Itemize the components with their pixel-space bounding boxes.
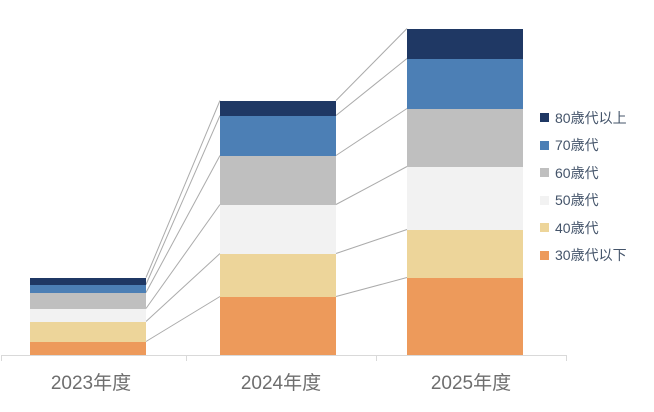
bar-segment-70歳代	[220, 115, 336, 156]
bar-segment-50歳代	[407, 166, 523, 230]
x-axis-tick	[186, 355, 187, 361]
legend-item: 70歳代	[540, 132, 627, 160]
bar-segment-30歳代以下	[30, 341, 146, 355]
legend-label: 30歳代以下	[555, 247, 627, 264]
series-connector-line	[335, 58, 408, 116]
bar-segment-70歳代	[407, 58, 523, 109]
bar-segment-50歳代	[30, 308, 146, 322]
series-connector-line	[335, 166, 408, 205]
x-axis-label: 2025年度	[430, 373, 512, 394]
legend-label: 50歳代	[555, 192, 599, 209]
bar-segment-80歳代以上	[30, 277, 146, 285]
legend-marker-icon	[540, 195, 549, 205]
bar-segment-60歳代	[30, 292, 146, 309]
legend-item: 50歳代	[540, 187, 627, 215]
x-axis-label: 2023年度	[50, 373, 132, 394]
stacked-bar-0	[30, 277, 146, 355]
legend-marker-icon	[540, 113, 549, 123]
legend-marker-icon	[540, 250, 549, 260]
x-axis-tick	[1, 355, 2, 361]
bar-segment-30歳代以下	[220, 296, 336, 355]
bar-segment-50歳代	[220, 204, 336, 254]
x-axis-tick	[376, 355, 377, 361]
legend-label: 70歳代	[555, 137, 599, 154]
x-axis-label: 2024年度	[240, 373, 322, 394]
bar-segment-80歳代以上	[220, 100, 336, 116]
legend: 80歳代以上 70歳代 60歳代 50歳代 40歳代 30歳代以下	[540, 104, 627, 269]
stacked-bar-1	[220, 100, 336, 355]
series-connector-line	[145, 204, 221, 309]
bar-segment-40歳代	[30, 321, 146, 342]
stacked-bar-2	[407, 28, 523, 355]
series-connector-line	[335, 108, 408, 156]
series-connector-line	[145, 296, 221, 342]
x-axis-line	[1, 355, 567, 356]
legend-item: 40歳代	[540, 214, 627, 242]
bar-segment-40歳代	[220, 253, 336, 297]
legend-label: 80歳代以上	[555, 109, 627, 126]
bar-segment-80歳代以上	[407, 28, 523, 59]
bar-segment-30歳代以下	[407, 277, 523, 355]
bar-segment-60歳代	[407, 108, 523, 167]
bar-segment-40歳代	[407, 229, 523, 278]
bar-segment-70歳代	[30, 284, 146, 293]
series-connector-line	[335, 28, 408, 101]
series-connector-line	[145, 253, 221, 322]
legend-item: 80歳代以上	[540, 104, 627, 132]
series-connector-line	[145, 115, 221, 285]
legend-label: 60歳代	[555, 164, 599, 181]
x-axis-tick	[566, 355, 567, 361]
legend-item: 30歳代以下	[540, 242, 627, 270]
legend-marker-icon	[540, 140, 549, 150]
legend-marker-icon	[540, 168, 549, 178]
legend-marker-icon	[540, 223, 549, 233]
legend-label: 40歳代	[555, 219, 599, 236]
legend-item: 60歳代	[540, 159, 627, 187]
series-connector-line	[335, 229, 408, 254]
series-connector-line	[145, 155, 221, 293]
series-connector-line	[145, 100, 221, 278]
bar-segment-60歳代	[220, 155, 336, 205]
series-connector-line	[335, 277, 408, 297]
